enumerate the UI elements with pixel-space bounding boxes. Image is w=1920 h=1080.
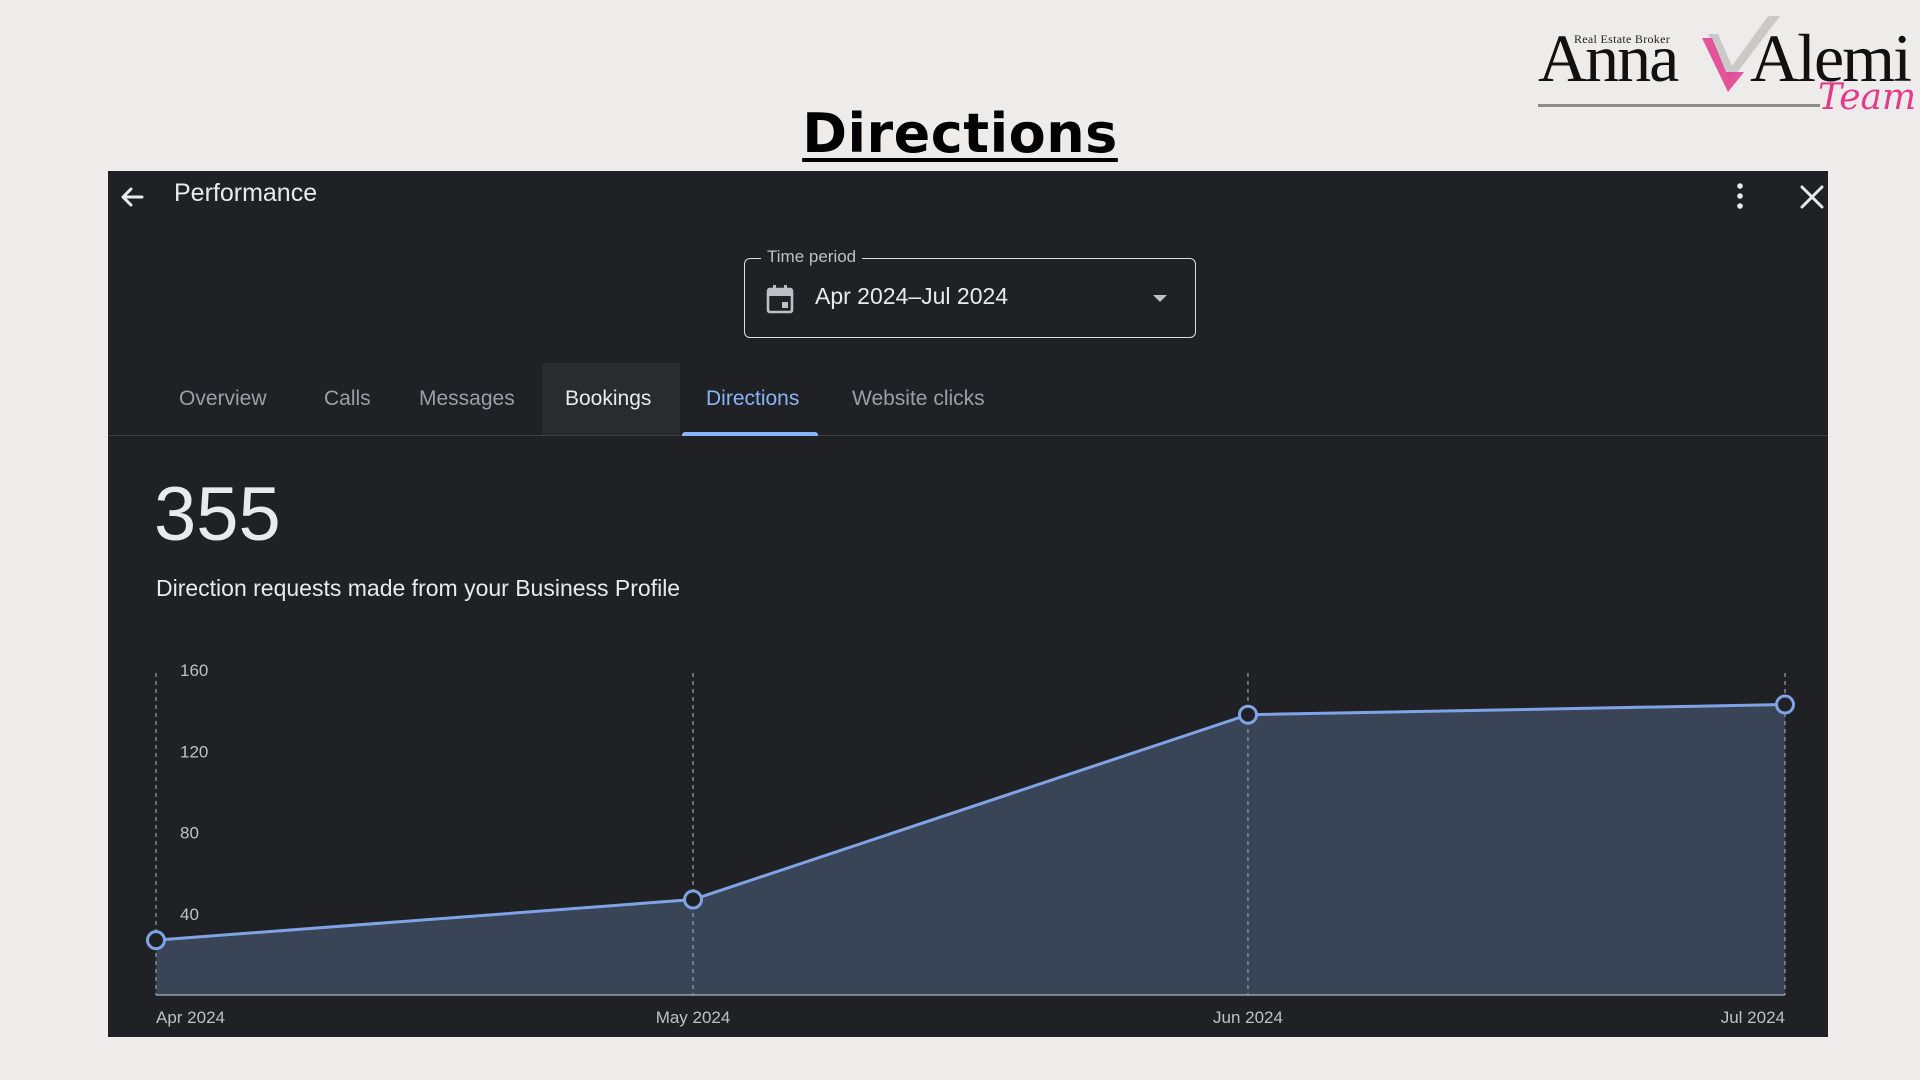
total-directions-caption: Direction requests made from your Busine… [156,575,681,601]
logo-swash-icon [1702,16,1780,92]
x-tick-label: May 2024 [656,1008,731,1027]
y-tick-label: 80 [180,824,199,843]
logo-first-name: Anna [1538,20,1679,96]
time-period-label: Time period [761,247,863,267]
dropdown-caret-icon [1153,295,1167,302]
data-point [146,930,166,951]
directions-chart: 40 80 120 160 Apr 2024 May 2024 Jun 2024 Jul 20… [146,661,1795,1027]
logo-last-name: Alemi [1750,20,1912,96]
slide-title: Directions [802,102,1118,165]
y-tick-label: 160 [180,661,208,680]
data-point [683,889,704,910]
active-tab-indicator [682,432,819,436]
tab-calls[interactable]: Calls [324,387,371,410]
arrow-back-icon[interactable] [116,181,148,213]
brand-logo: Real Estate Broker Anna Alemi Team [1532,10,1916,128]
tab-bookings[interactable]: Bookings [542,363,680,435]
tab-messages[interactable]: Messages [419,387,515,410]
time-period-select[interactable]: Time period Apr 2024–Jul 2024 [744,247,1196,338]
series-area [156,704,1785,995]
page-title: Performance [174,179,318,207]
total-directions-value: 355 [154,472,281,557]
x-tick-label: Jul 2024 [1721,1008,1785,1027]
tab-directions[interactable]: Directions [680,363,820,436]
performance-panel: Performance Time period Apr 2024–Jul 202… [108,171,1828,1037]
performance-tabs: Overview Calls Messages Bookings Directi… [108,363,1828,436]
tab-overview[interactable]: Overview [179,387,267,410]
close-icon[interactable] [1798,183,1826,211]
time-period-value: Apr 2024–Jul 2024 [815,283,1009,309]
data-point [1775,694,1795,715]
logo-rule [1538,104,1820,107]
x-tick-label: Jun 2024 [1213,1008,1283,1027]
tab-website-clicks[interactable]: Website clicks [852,387,985,410]
x-tick-label: Apr 2024 [156,1008,225,1027]
logo-team: Team [1818,77,1917,118]
series-line [155,703,1786,942]
y-tick-label: 40 [180,905,199,924]
y-tick-label: 120 [180,742,208,761]
logo-tagline: Real Estate Broker [1574,32,1671,46]
calendar-icon [766,285,794,314]
data-point [1237,704,1258,725]
more-vert-icon[interactable] [1730,179,1750,213]
